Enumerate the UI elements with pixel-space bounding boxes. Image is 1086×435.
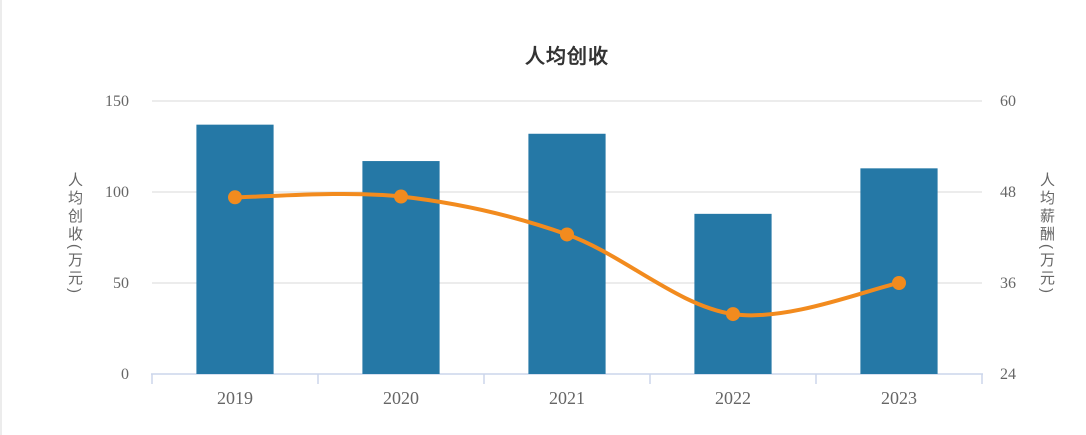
left-axis-tick-label: 150: [105, 93, 129, 110]
x-axis-label-2023: 2023: [881, 388, 917, 408]
bar-2022[interactable]: [694, 213, 772, 374]
line-point-2021[interactable]: [560, 227, 574, 242]
x-axis-label-2022: 2022: [715, 388, 751, 408]
bar-2021[interactable]: [528, 133, 606, 374]
right-axis-title: 人均薪酬(万元): [1038, 172, 1055, 296]
left-axis-tick-label: 0: [121, 366, 129, 383]
x-axis-label-2021: 2021: [549, 388, 585, 408]
line-point-2022[interactable]: [726, 307, 740, 322]
right-axis-tick-label: 36: [1000, 275, 1016, 292]
x-axis-label-2019: 2019: [217, 388, 253, 408]
right-axis-tick-label: 60: [1000, 93, 1016, 110]
x-axis-label-2020: 2020: [383, 388, 419, 408]
line-point-2023[interactable]: [892, 276, 906, 290]
bar-2023[interactable]: [860, 168, 938, 374]
right-axis-tick-label: 48: [1000, 184, 1016, 201]
bar-2019[interactable]: [196, 124, 274, 374]
line-point-2020[interactable]: [394, 189, 408, 204]
left-axis-tick-label: 100: [105, 184, 129, 201]
chart-title: 人均创收: [525, 46, 609, 68]
left-axis-tick-label: 50: [113, 275, 129, 292]
line-point-2019[interactable]: [228, 190, 242, 205]
right-axis-tick-label: 24: [1000, 366, 1016, 383]
panel-left-border: [0, 0, 2, 435]
left-axis-title: 人均创收(万元): [66, 172, 83, 296]
